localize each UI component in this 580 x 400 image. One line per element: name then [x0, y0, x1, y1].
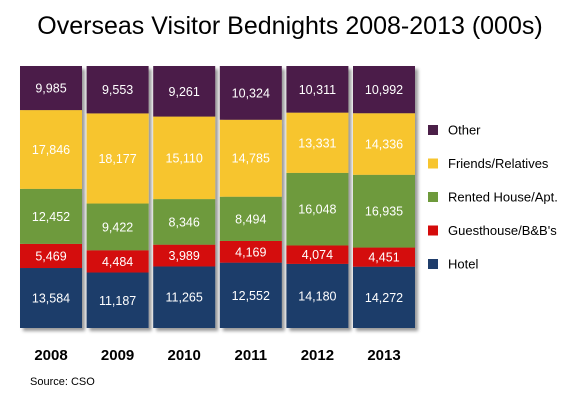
data-label: 16,935	[365, 205, 403, 219]
bar-segment-guesthouse-b-b-s-2012	[286, 245, 349, 264]
legend-swatch	[428, 192, 438, 202]
bar-segment-other-2008	[20, 66, 82, 111]
bar-stack-2012	[286, 66, 349, 328]
x-tick-label: 2008	[34, 347, 67, 364]
bar-segment-rented-house-apt--2010	[153, 199, 216, 245]
data-label: 15,110	[166, 151, 203, 165]
bar-segment-friends-relatives-2010	[153, 116, 216, 200]
data-label: 5,469	[35, 249, 66, 263]
bar-segment-rented-house-apt--2012	[286, 172, 349, 246]
bar-segment-guesthouse-b-b-s-2009	[86, 250, 149, 273]
data-label: 10,992	[365, 83, 403, 97]
bar-segment-friends-relatives-2011	[219, 119, 282, 197]
bar-segment-other-2012	[286, 66, 349, 113]
bar-segment-other-2010	[153, 66, 216, 117]
bar-segment-friends-relatives-2012	[286, 112, 349, 173]
bar-segment-guesthouse-b-b-s-2011	[219, 240, 282, 263]
data-label: 13,331	[298, 136, 336, 150]
data-label: 13,584	[32, 292, 70, 306]
data-label: 11,265	[166, 291, 203, 305]
data-label: 11,187	[99, 294, 136, 308]
bar-segment-friends-relatives-2008	[20, 110, 82, 189]
legend-swatch	[428, 225, 438, 236]
bar-segment-hotel-2013	[353, 266, 415, 328]
bar-stack-2009	[86, 66, 149, 328]
bar-stack-2013	[353, 66, 415, 328]
data-label: 12,452	[32, 210, 70, 224]
legend-label: Other	[448, 123, 481, 138]
data-label: 4,169	[235, 245, 266, 259]
bar-segment-friends-relatives-2009	[86, 113, 149, 204]
bar-segment-hotel-2009	[86, 272, 149, 328]
source-note: Source: CSO	[30, 376, 95, 388]
data-label: 16,048	[298, 203, 336, 217]
legend-label: Guesthouse/B&B's	[448, 223, 557, 238]
data-label: 9,985	[35, 82, 66, 96]
data-label: 10,311	[299, 83, 336, 97]
data-label: 9,553	[102, 83, 133, 97]
x-tick-label: 2012	[301, 347, 334, 364]
bar-segment-hotel-2011	[219, 262, 282, 328]
data-label: 9,261	[169, 85, 200, 99]
bar-stack-2008	[20, 66, 82, 328]
bar-segment-other-2011	[219, 66, 282, 120]
x-tick-label: 2013	[367, 347, 400, 364]
data-label: 8,494	[235, 212, 266, 226]
data-label: 14,272	[365, 291, 403, 305]
data-label: 4,451	[368, 251, 399, 265]
bar-segment-hotel-2010	[153, 266, 216, 328]
bar-segment-rented-house-apt--2011	[219, 196, 282, 241]
data-label: 14,785	[232, 152, 270, 166]
x-tick-label: 2010	[168, 347, 201, 364]
bar-segment-other-2013	[353, 66, 415, 114]
data-label: 14,336	[365, 138, 403, 152]
bar-segment-rented-house-apt--2009	[86, 203, 149, 251]
bar-stack-2010	[153, 66, 216, 328]
bar-segment-other-2009	[86, 66, 149, 114]
bar-segment-guesthouse-b-b-s-2008	[20, 243, 82, 269]
legend-swatch	[428, 259, 438, 269]
chart-title: Overseas Visitor Bednights 2008-2013 (00…	[37, 12, 543, 40]
data-label: 8,346	[169, 215, 200, 229]
bar-segment-hotel-2008	[20, 268, 82, 328]
bar-stack-2011	[219, 66, 282, 328]
legend-label: Hotel	[448, 257, 478, 272]
data-label: 18,177	[98, 152, 136, 166]
bar-segment-rented-house-apt--2008	[20, 188, 82, 244]
bar-segment-friends-relatives-2013	[353, 113, 415, 175]
data-label: 14,180	[298, 289, 336, 303]
bar-segment-rented-house-apt--2013	[353, 174, 415, 248]
data-label: 4,074	[302, 248, 333, 262]
legend-swatch	[428, 125, 438, 135]
data-label: 4,484	[102, 255, 133, 269]
bar-segment-hotel-2012	[286, 263, 349, 328]
legend-swatch	[428, 158, 438, 169]
x-tick-label: 2009	[101, 347, 134, 364]
bar-segment-guesthouse-b-b-s-2013	[353, 247, 415, 267]
data-label: 3,989	[169, 249, 200, 263]
legend-label: Rented House/Apt.	[448, 190, 558, 205]
data-label: 17,846	[32, 143, 70, 157]
bar-segment-guesthouse-b-b-s-2010	[153, 244, 216, 267]
legend-label: Friends/Relatives	[448, 156, 549, 171]
data-label: 10,324	[232, 86, 270, 100]
data-label: 12,552	[232, 289, 270, 303]
data-label: 9,422	[102, 220, 133, 234]
x-tick-label: 2011	[235, 347, 268, 364]
